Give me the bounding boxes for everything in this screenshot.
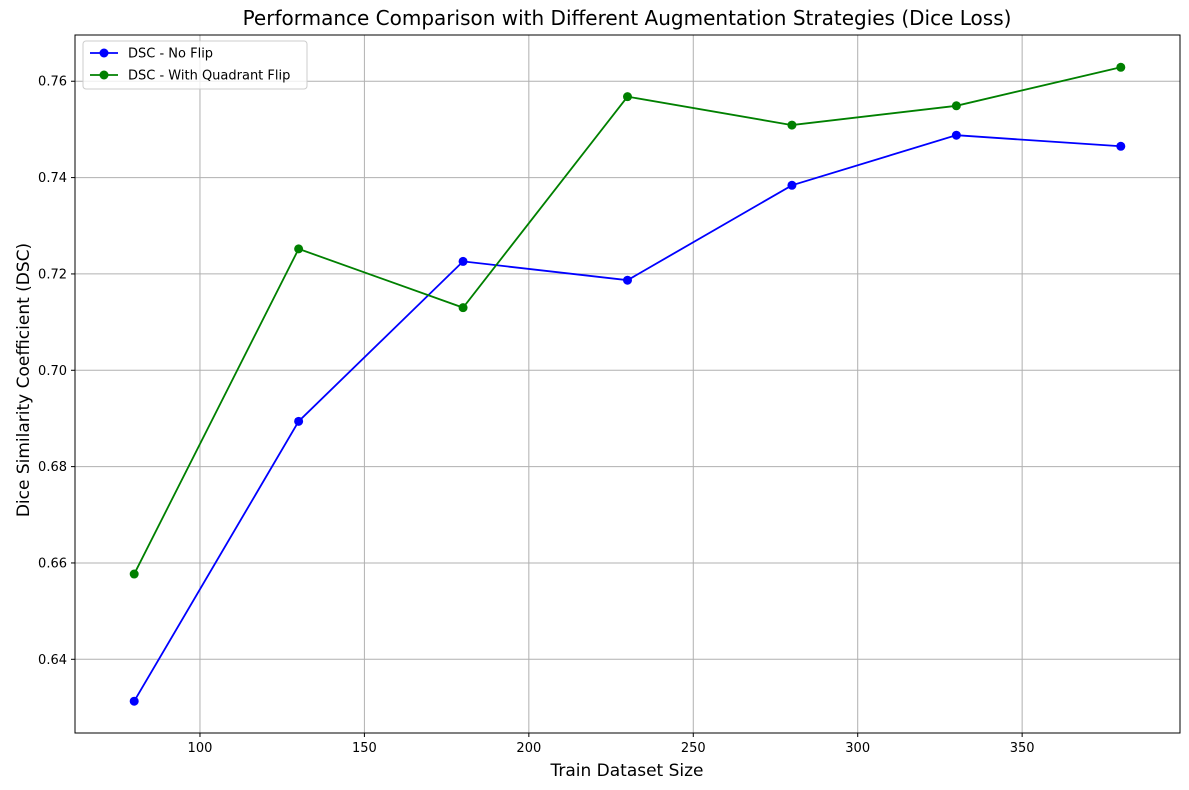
- data-point-series-1: [458, 256, 468, 266]
- axes-frame: [74, 34, 1181, 734]
- data-point-series-1: [951, 130, 961, 140]
- y-tick-label: 0.76: [38, 75, 67, 90]
- y-tick-label: 0.70: [38, 364, 67, 379]
- data-point-series-2: [951, 101, 961, 111]
- x-tick-label: 150: [352, 741, 377, 756]
- chart-title: Performance Comparison with Different Au…: [243, 6, 1012, 30]
- x-tick-label: 100: [188, 741, 213, 756]
- legend-label-2: DSC - With Quadrant Flip: [128, 69, 290, 84]
- data-point-series-1: [1116, 141, 1126, 151]
- data-point-series-1: [623, 275, 632, 285]
- data-point-series-2: [294, 244, 304, 254]
- legend-box: [82, 40, 308, 90]
- y-tick-label: 0.66: [38, 556, 67, 571]
- x-tick-label: 200: [516, 741, 541, 756]
- data-point-series-1: [129, 696, 139, 706]
- plot-area: 100 150 200 250 300 350 0.64 0.66 0.68 0.70 0.72 0.…: [38, 34, 1181, 756]
- data-point-series-2: [458, 303, 468, 313]
- data-point-series-2: [1116, 62, 1126, 72]
- y-tick-label: 0.64: [38, 653, 67, 668]
- x-axis-label: Train Dataset Size: [549, 761, 703, 781]
- x-tick-label: 300: [845, 741, 870, 756]
- y-tick-label: 0.74: [38, 171, 67, 186]
- y-tick-label: 0.72: [38, 267, 67, 282]
- legend-marker-2: [99, 70, 109, 80]
- data-point-series-2: [129, 569, 139, 579]
- data-point-series-1: [294, 416, 304, 426]
- data-point-series-2: [787, 120, 797, 130]
- legend-marker-1: [99, 48, 109, 58]
- y-tick-label: 0.68: [38, 460, 67, 475]
- data-point-series-2: [623, 92, 632, 102]
- data-point-series-1: [787, 180, 797, 190]
- x-tick-label: 250: [681, 741, 706, 756]
- legend-label-1: DSC - No Flip: [128, 47, 213, 62]
- x-tick-label: 350: [1010, 741, 1035, 756]
- y-axis-label: Dice Similarity Coefficient (DSC): [14, 243, 34, 517]
